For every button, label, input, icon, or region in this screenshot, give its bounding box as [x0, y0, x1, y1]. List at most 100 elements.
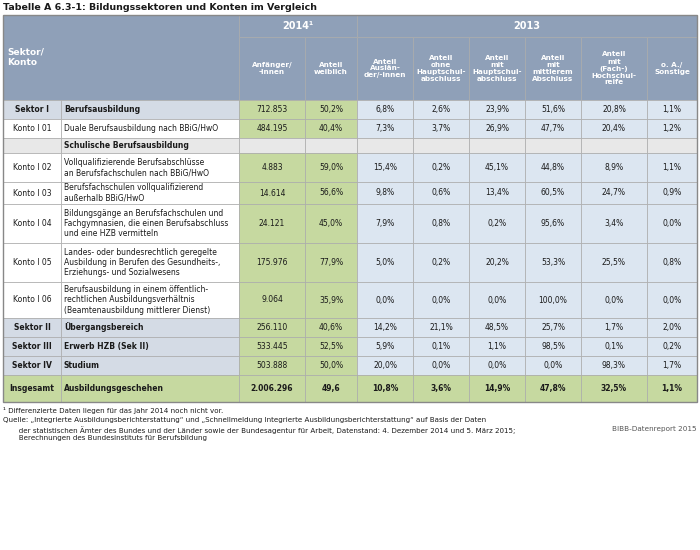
Text: 0,1%: 0,1% — [431, 342, 451, 351]
Bar — [305, 375, 357, 402]
Bar — [61, 337, 239, 356]
Bar — [581, 138, 647, 153]
Bar — [525, 337, 581, 356]
Bar — [357, 204, 413, 243]
Text: 24.121: 24.121 — [259, 219, 285, 228]
Text: Quelle: „Integrierte Ausbildungsberichterstattung“ und „Schnellmeldung Integrier: Quelle: „Integrierte Ausbildungsberichte… — [3, 417, 486, 423]
Bar — [469, 282, 525, 318]
Bar — [469, 243, 525, 282]
Bar — [647, 282, 697, 318]
Bar — [413, 318, 469, 337]
Bar — [413, 100, 469, 119]
Bar — [61, 182, 239, 204]
Text: Bildungsgänge an Berufsfachschulen und
Fachgymnasien, die einen Berufsabschluss
: Bildungsgänge an Berufsfachschulen und F… — [64, 208, 228, 238]
Bar — [357, 182, 413, 204]
Text: 9,8%: 9,8% — [375, 189, 395, 197]
Bar — [647, 243, 697, 282]
Text: 20,2%: 20,2% — [485, 258, 509, 267]
Text: 1,1%: 1,1% — [662, 384, 682, 393]
Text: 1,1%: 1,1% — [662, 105, 682, 114]
Bar — [239, 119, 305, 138]
Bar — [581, 243, 647, 282]
Text: 21,1%: 21,1% — [429, 323, 453, 332]
Text: 50,0%: 50,0% — [319, 361, 343, 370]
Text: 20,4%: 20,4% — [602, 124, 626, 133]
Bar — [581, 37, 647, 100]
Text: BIBB-Datenreport 2015: BIBB-Datenreport 2015 — [612, 426, 697, 432]
Bar — [357, 153, 413, 182]
Bar — [357, 356, 413, 375]
Bar — [3, 182, 61, 204]
Bar — [3, 153, 61, 182]
Text: Schulische Berufsausbildung: Schulische Berufsausbildung — [64, 141, 189, 150]
Text: 47,8%: 47,8% — [540, 384, 566, 393]
Bar — [61, 356, 239, 375]
Bar — [61, 100, 239, 119]
Bar — [647, 337, 697, 356]
Bar — [61, 282, 239, 318]
Bar — [581, 337, 647, 356]
Bar — [413, 119, 469, 138]
Bar — [239, 375, 305, 402]
Text: 6,8%: 6,8% — [375, 105, 395, 114]
Bar — [357, 100, 413, 119]
Bar — [647, 100, 697, 119]
Bar — [525, 153, 581, 182]
Bar — [357, 337, 413, 356]
Bar — [469, 119, 525, 138]
Bar — [525, 282, 581, 318]
Text: 1,7%: 1,7% — [662, 361, 682, 370]
Bar — [305, 318, 357, 337]
Bar — [469, 375, 525, 402]
Text: 77,9%: 77,9% — [319, 258, 343, 267]
Text: 1,1%: 1,1% — [662, 163, 682, 172]
Bar — [3, 318, 61, 337]
Bar — [581, 318, 647, 337]
Bar — [647, 375, 697, 402]
Bar — [305, 138, 357, 153]
Bar — [581, 100, 647, 119]
Bar — [3, 204, 61, 243]
Bar — [413, 37, 469, 100]
Text: 20,0%: 20,0% — [373, 361, 397, 370]
Text: 25,5%: 25,5% — [602, 258, 626, 267]
Bar — [61, 375, 239, 402]
Bar — [305, 204, 357, 243]
Text: 52,5%: 52,5% — [319, 342, 343, 351]
Text: Ausbildungsgeschehen: Ausbildungsgeschehen — [64, 384, 164, 393]
Bar — [469, 318, 525, 337]
Text: 0,6%: 0,6% — [431, 189, 451, 197]
Text: 32,5%: 32,5% — [601, 384, 627, 393]
Text: Anfänger/
-innen: Anfänger/ -innen — [252, 62, 293, 75]
Text: 47,7%: 47,7% — [541, 124, 565, 133]
Bar — [525, 375, 581, 402]
Text: 40,4%: 40,4% — [319, 124, 343, 133]
Bar — [61, 153, 239, 182]
Text: 23,9%: 23,9% — [485, 105, 509, 114]
Text: 15,4%: 15,4% — [373, 163, 397, 172]
Text: Erwerb HZB (Sek II): Erwerb HZB (Sek II) — [64, 342, 148, 351]
Text: 0,2%: 0,2% — [431, 163, 451, 172]
Bar — [239, 37, 305, 100]
Text: 0,0%: 0,0% — [604, 295, 624, 305]
Bar — [61, 138, 239, 153]
Bar — [357, 119, 413, 138]
Bar — [357, 138, 413, 153]
Bar — [413, 153, 469, 182]
Text: Anteil
Auslän-
der/-innen: Anteil Auslän- der/-innen — [364, 58, 406, 79]
Text: 533.445: 533.445 — [256, 342, 288, 351]
Text: 10,8%: 10,8% — [372, 384, 398, 393]
Text: o. A./
Sonstige: o. A./ Sonstige — [654, 62, 690, 75]
Bar — [61, 204, 239, 243]
Text: 5,9%: 5,9% — [375, 342, 395, 351]
Text: Insgesamt: Insgesamt — [10, 384, 55, 393]
Bar — [647, 119, 697, 138]
Bar — [647, 153, 697, 182]
Text: 3,7%: 3,7% — [431, 124, 451, 133]
Bar — [525, 119, 581, 138]
Bar — [239, 337, 305, 356]
Text: Konto I 05: Konto I 05 — [13, 258, 51, 267]
Text: 20,8%: 20,8% — [602, 105, 626, 114]
Bar — [647, 204, 697, 243]
Text: Anteil
weiblich: Anteil weiblich — [314, 62, 348, 75]
